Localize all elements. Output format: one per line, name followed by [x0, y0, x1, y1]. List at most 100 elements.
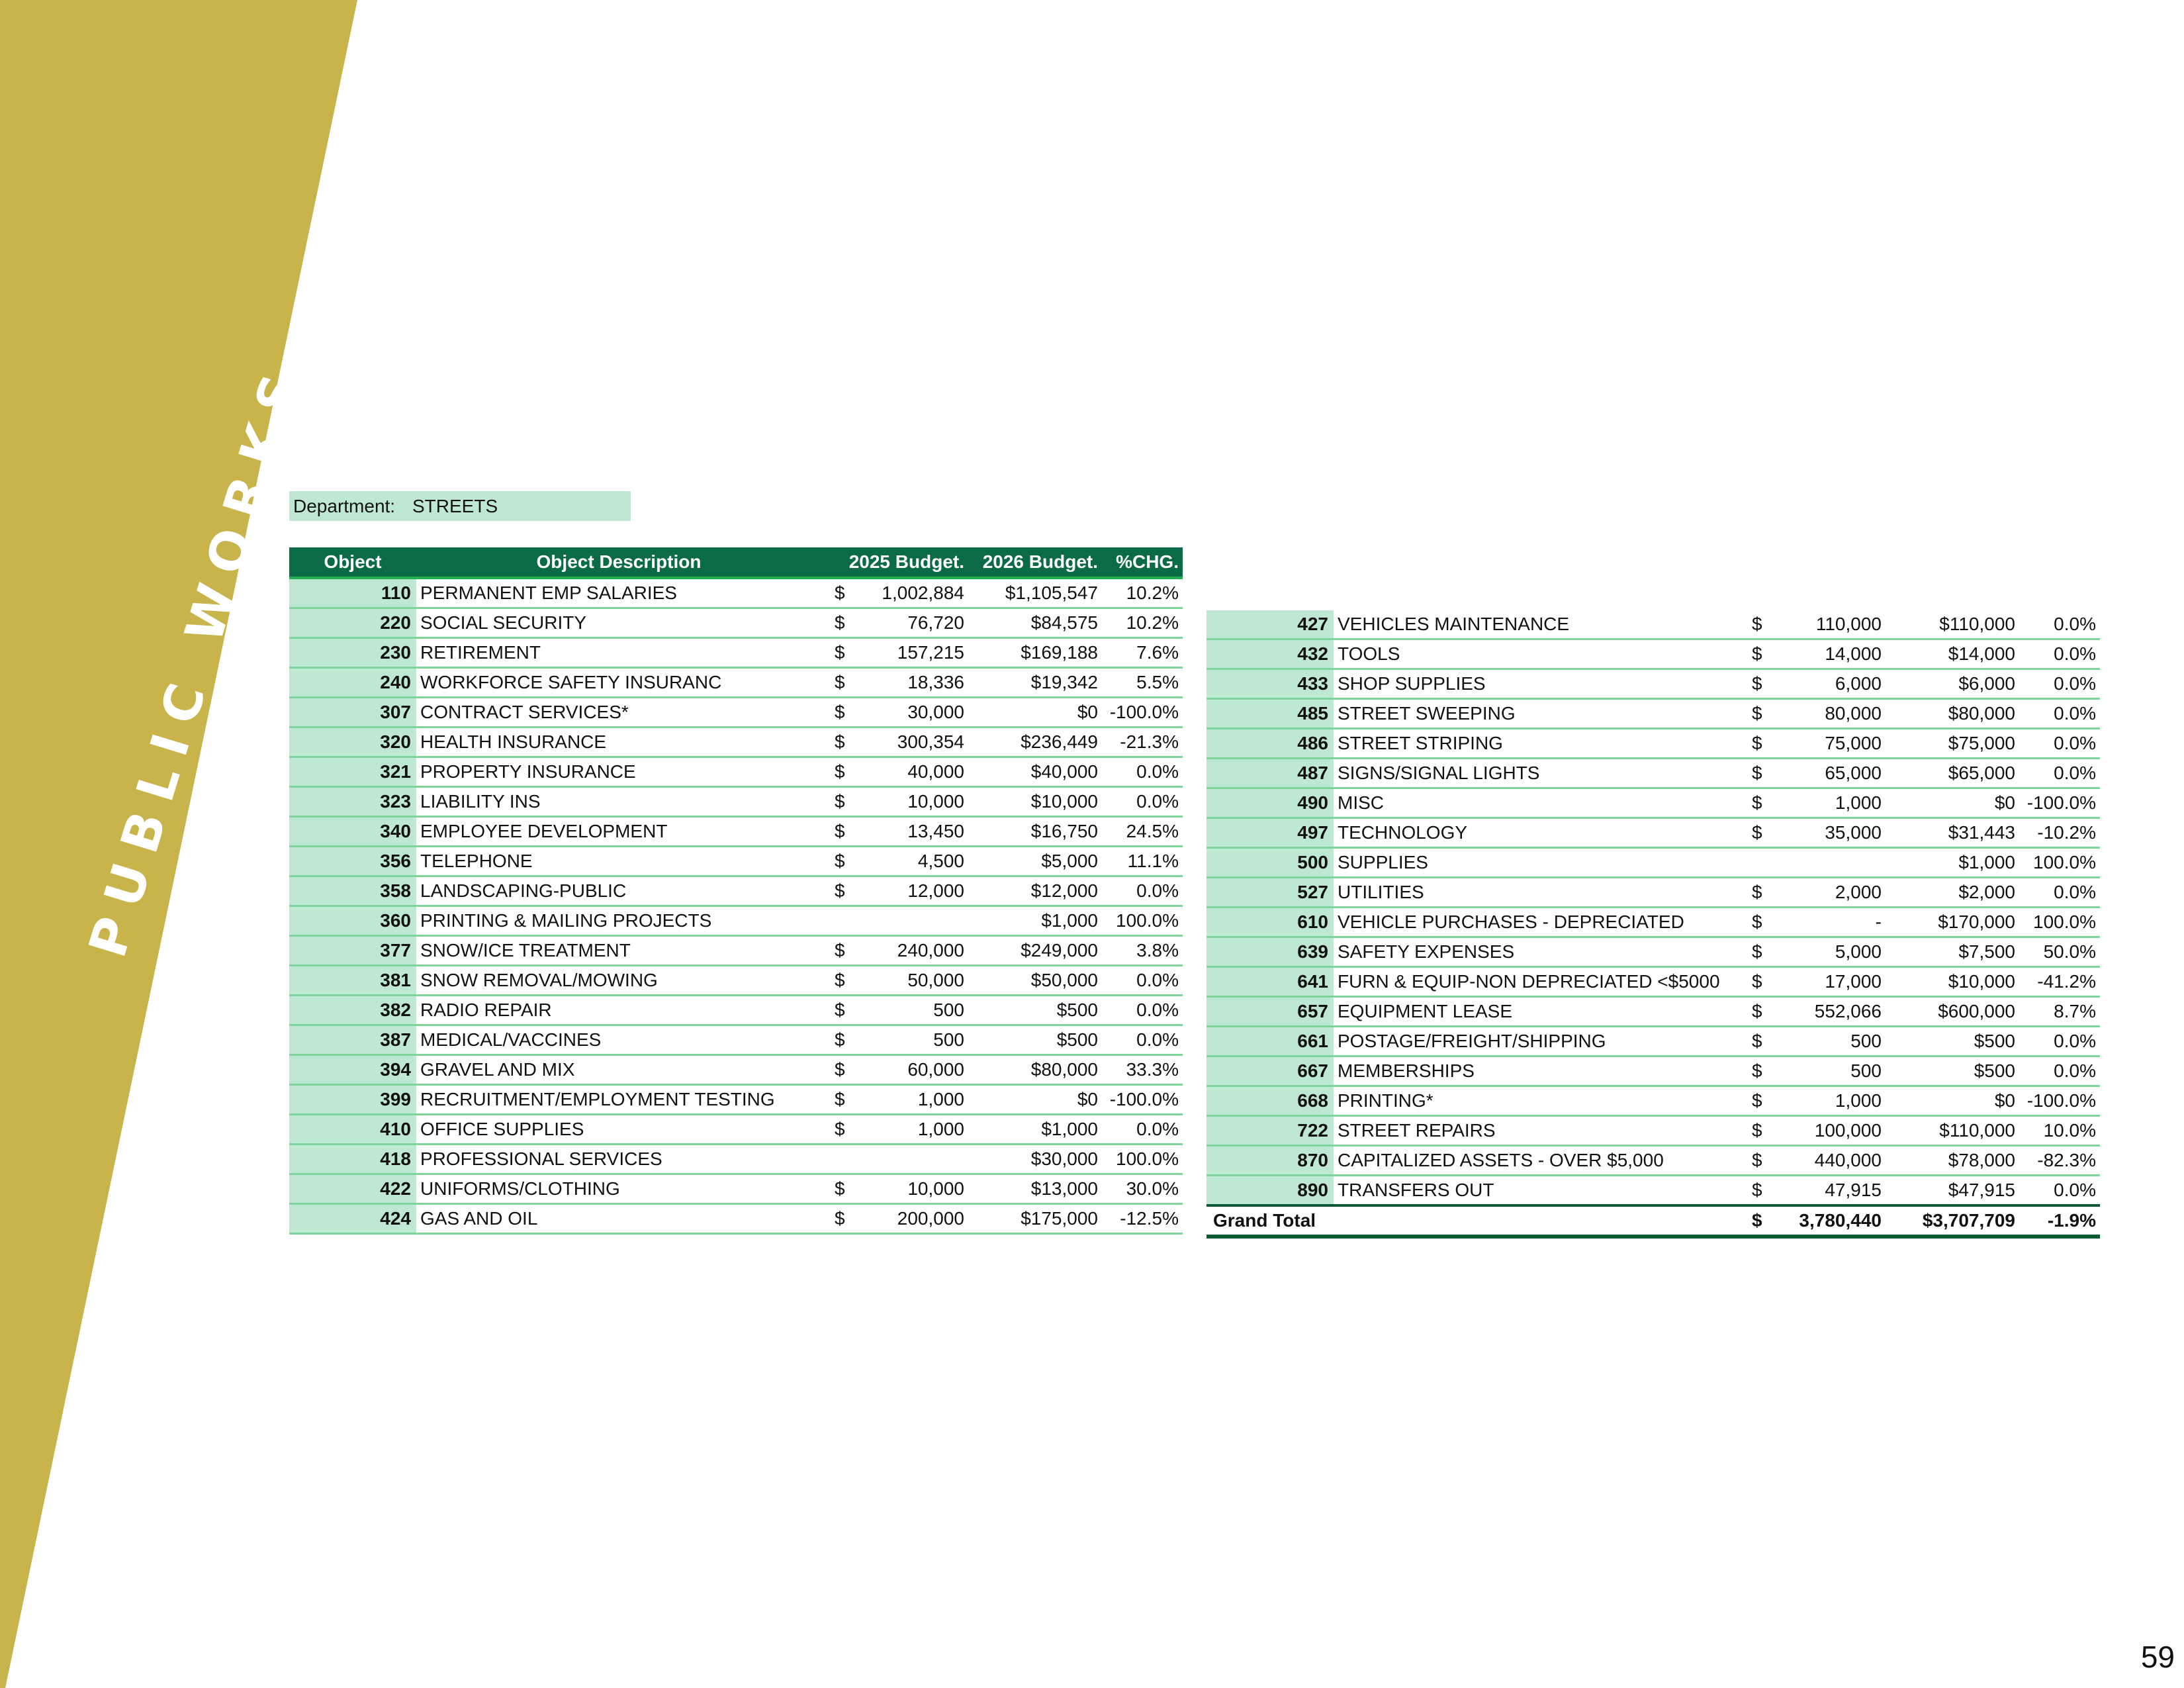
object-code: 377: [289, 935, 416, 966]
budget-2026: $80,000: [1886, 698, 2019, 729]
budget-2025: 30,000: [854, 697, 968, 728]
object-code: 422: [289, 1174, 416, 1205]
budget-2025: 1,000: [854, 1084, 968, 1115]
object-description: RECRUITMENT/EMPLOYMENT TESTING: [416, 1084, 821, 1115]
grand-total-2026: $3,707,709: [1886, 1204, 2019, 1239]
page-number: 59: [2140, 1640, 2175, 1674]
object-code: 323: [289, 786, 416, 818]
currency-symbol: $: [821, 757, 854, 788]
object-code: 870: [1206, 1145, 1334, 1176]
table-row: 497 TECHNOLOGY $35,000 $31,443 -10.2%: [1206, 818, 2100, 849]
budget-2025: 80,000: [1772, 698, 1886, 729]
object-description: STREET REPAIRS: [1334, 1115, 1739, 1147]
table-row: 427 VEHICLES MAINTENANCE $110,000 $110,000 0…: [1206, 610, 2100, 640]
budget-2026: $40,000: [968, 757, 1102, 788]
object-description: SNOW REMOVAL/MOWING: [416, 965, 821, 996]
object-code: 356: [289, 846, 416, 877]
budget-2025: 14,000: [1772, 639, 1886, 670]
table-row: 110 PERMANENT EMP SALARIES $1,002,884 $1,10…: [289, 578, 1183, 609]
budget-2025: 5,000: [1772, 937, 1886, 968]
object-description: GAS AND OIL: [416, 1203, 821, 1235]
budget-2026: $50,000: [968, 965, 1102, 996]
object-description: LANDSCAPING-PUBLIC: [416, 876, 821, 907]
percent-change: 30.0%: [1102, 1174, 1183, 1205]
object-description: PRINTING & MAILING PROJECTS: [416, 906, 821, 937]
object-description: LIABILITY INS: [416, 786, 821, 818]
object-description: STREET STRIPING: [1334, 728, 1739, 759]
budget-2026: $1,105,547: [968, 578, 1102, 609]
object-code: 382: [289, 995, 416, 1026]
currency-symbol: $: [1739, 937, 1772, 968]
budget-2026: $0: [1886, 788, 2019, 819]
budget-2026: $13,000: [968, 1174, 1102, 1205]
currency-symbol: $: [1739, 639, 1772, 670]
budget-2026: $14,000: [1886, 639, 2019, 670]
object-code: 667: [1206, 1056, 1334, 1087]
percent-change: -100.0%: [2019, 788, 2100, 819]
header-budget-2025: 2025 Budget.: [821, 547, 968, 579]
budget-2026: $65,000: [1886, 758, 2019, 789]
header-description: Object Description: [416, 547, 821, 579]
budget-2026: $0: [968, 1084, 1102, 1115]
budget-2026: $80,000: [968, 1055, 1102, 1086]
table-row: 381 SNOW REMOVAL/MOWING $50,000 $50,000 0.0%: [289, 965, 1183, 996]
currency-symbol: $: [1739, 698, 1772, 729]
object-code: 110: [289, 578, 416, 609]
currency-symbol: $: [1739, 758, 1772, 789]
table-row: 358 LANDSCAPING-PUBLIC $12,000 $12,000 0.0%: [289, 876, 1183, 907]
currency-symbol: $: [1739, 877, 1772, 908]
object-code: 433: [1206, 669, 1334, 700]
object-description: SOCIAL SECURITY: [416, 608, 821, 639]
table-row: 410 OFFICE SUPPLIES $1,000 $1,000 0.0%: [289, 1114, 1183, 1145]
object-code: 394: [289, 1055, 416, 1086]
currency-symbol: $: [1739, 1145, 1772, 1176]
object-code: 485: [1206, 698, 1334, 729]
object-description: MEDICAL/VACCINES: [416, 1025, 821, 1056]
percent-change: 0.0%: [2019, 1026, 2100, 1057]
percent-change: 100.0%: [1102, 1144, 1183, 1175]
object-code: 610: [1206, 907, 1334, 938]
budget-2025: 500: [854, 995, 968, 1026]
object-description: SHOP SUPPLIES: [1334, 669, 1739, 700]
department-label: Department:: [293, 495, 396, 516]
grand-total-row: Grand Total $3,780,440 $3,707,709 -1.9%: [1206, 1204, 2100, 1239]
object-description: RADIO REPAIR: [416, 995, 821, 1026]
currency-symbol: $: [821, 1084, 854, 1115]
object-code: 230: [289, 637, 416, 669]
grand-total-2025: 3,780,440: [1772, 1204, 1886, 1239]
budget-2026: $500: [1886, 1026, 2019, 1057]
table-row: 307 CONTRACT SERVICES* $30,000 $0 -100.0%: [289, 697, 1183, 728]
object-code: 500: [1206, 847, 1334, 878]
table-row: 356 TELEPHONE $4,500 $5,000 11.1%: [289, 846, 1183, 877]
table-row: 490 MISC $1,000 $0 -100.0%: [1206, 788, 2100, 819]
currency-symbol: $: [821, 1174, 854, 1205]
object-description: POSTAGE/FREIGHT/SHIPPING: [1334, 1026, 1739, 1057]
table-row: 377 SNOW/ICE TREATMENT $240,000 $249,000 3.8…: [289, 935, 1183, 966]
object-description: UNIFORMS/CLOTHING: [416, 1174, 821, 1205]
budget-2025: [854, 906, 968, 937]
percent-change: -100.0%: [1102, 697, 1183, 728]
table-row: 722 STREET REPAIRS $100,000 $110,000 10.0%: [1206, 1115, 2100, 1147]
percent-change: 5.5%: [1102, 667, 1183, 698]
table-row: 399 RECRUITMENT/EMPLOYMENT TESTING $1,000 $…: [289, 1084, 1183, 1115]
currency-symbol: $: [821, 816, 854, 847]
currency-symbol: $: [821, 995, 854, 1026]
budget-2026: $110,000: [1886, 1115, 2019, 1147]
budget-2026: $78,000: [1886, 1145, 2019, 1176]
table-row: 527 UTILITIES $2,000 $2,000 0.0%: [1206, 877, 2100, 908]
percent-change: 0.0%: [1102, 995, 1183, 1026]
budget-2026: $236,449: [968, 727, 1102, 758]
currency-symbol: $: [821, 637, 854, 669]
budget-2026: $84,575: [968, 608, 1102, 639]
percent-change: 0.0%: [2019, 669, 2100, 700]
budget-table-left: Object Object Description 2025 Budget. 2…: [289, 547, 1183, 1235]
object-description: TECHNOLOGY: [1334, 818, 1739, 849]
table-row: 890 TRANSFERS OUT $47,915 $47,915 0.0%: [1206, 1175, 2100, 1207]
table-row: 323 LIABILITY INS $10,000 $10,000 0.0%: [289, 786, 1183, 818]
percent-change: 3.8%: [1102, 935, 1183, 966]
budget-2025: 18,336: [854, 667, 968, 698]
currency-symbol: $: [1739, 1056, 1772, 1087]
table-row: 418 PROFESSIONAL SERVICES $30,000 100.0%: [289, 1144, 1183, 1175]
budget-2026: $170,000: [1886, 907, 2019, 938]
budget-2026: $1,000: [968, 1114, 1102, 1145]
